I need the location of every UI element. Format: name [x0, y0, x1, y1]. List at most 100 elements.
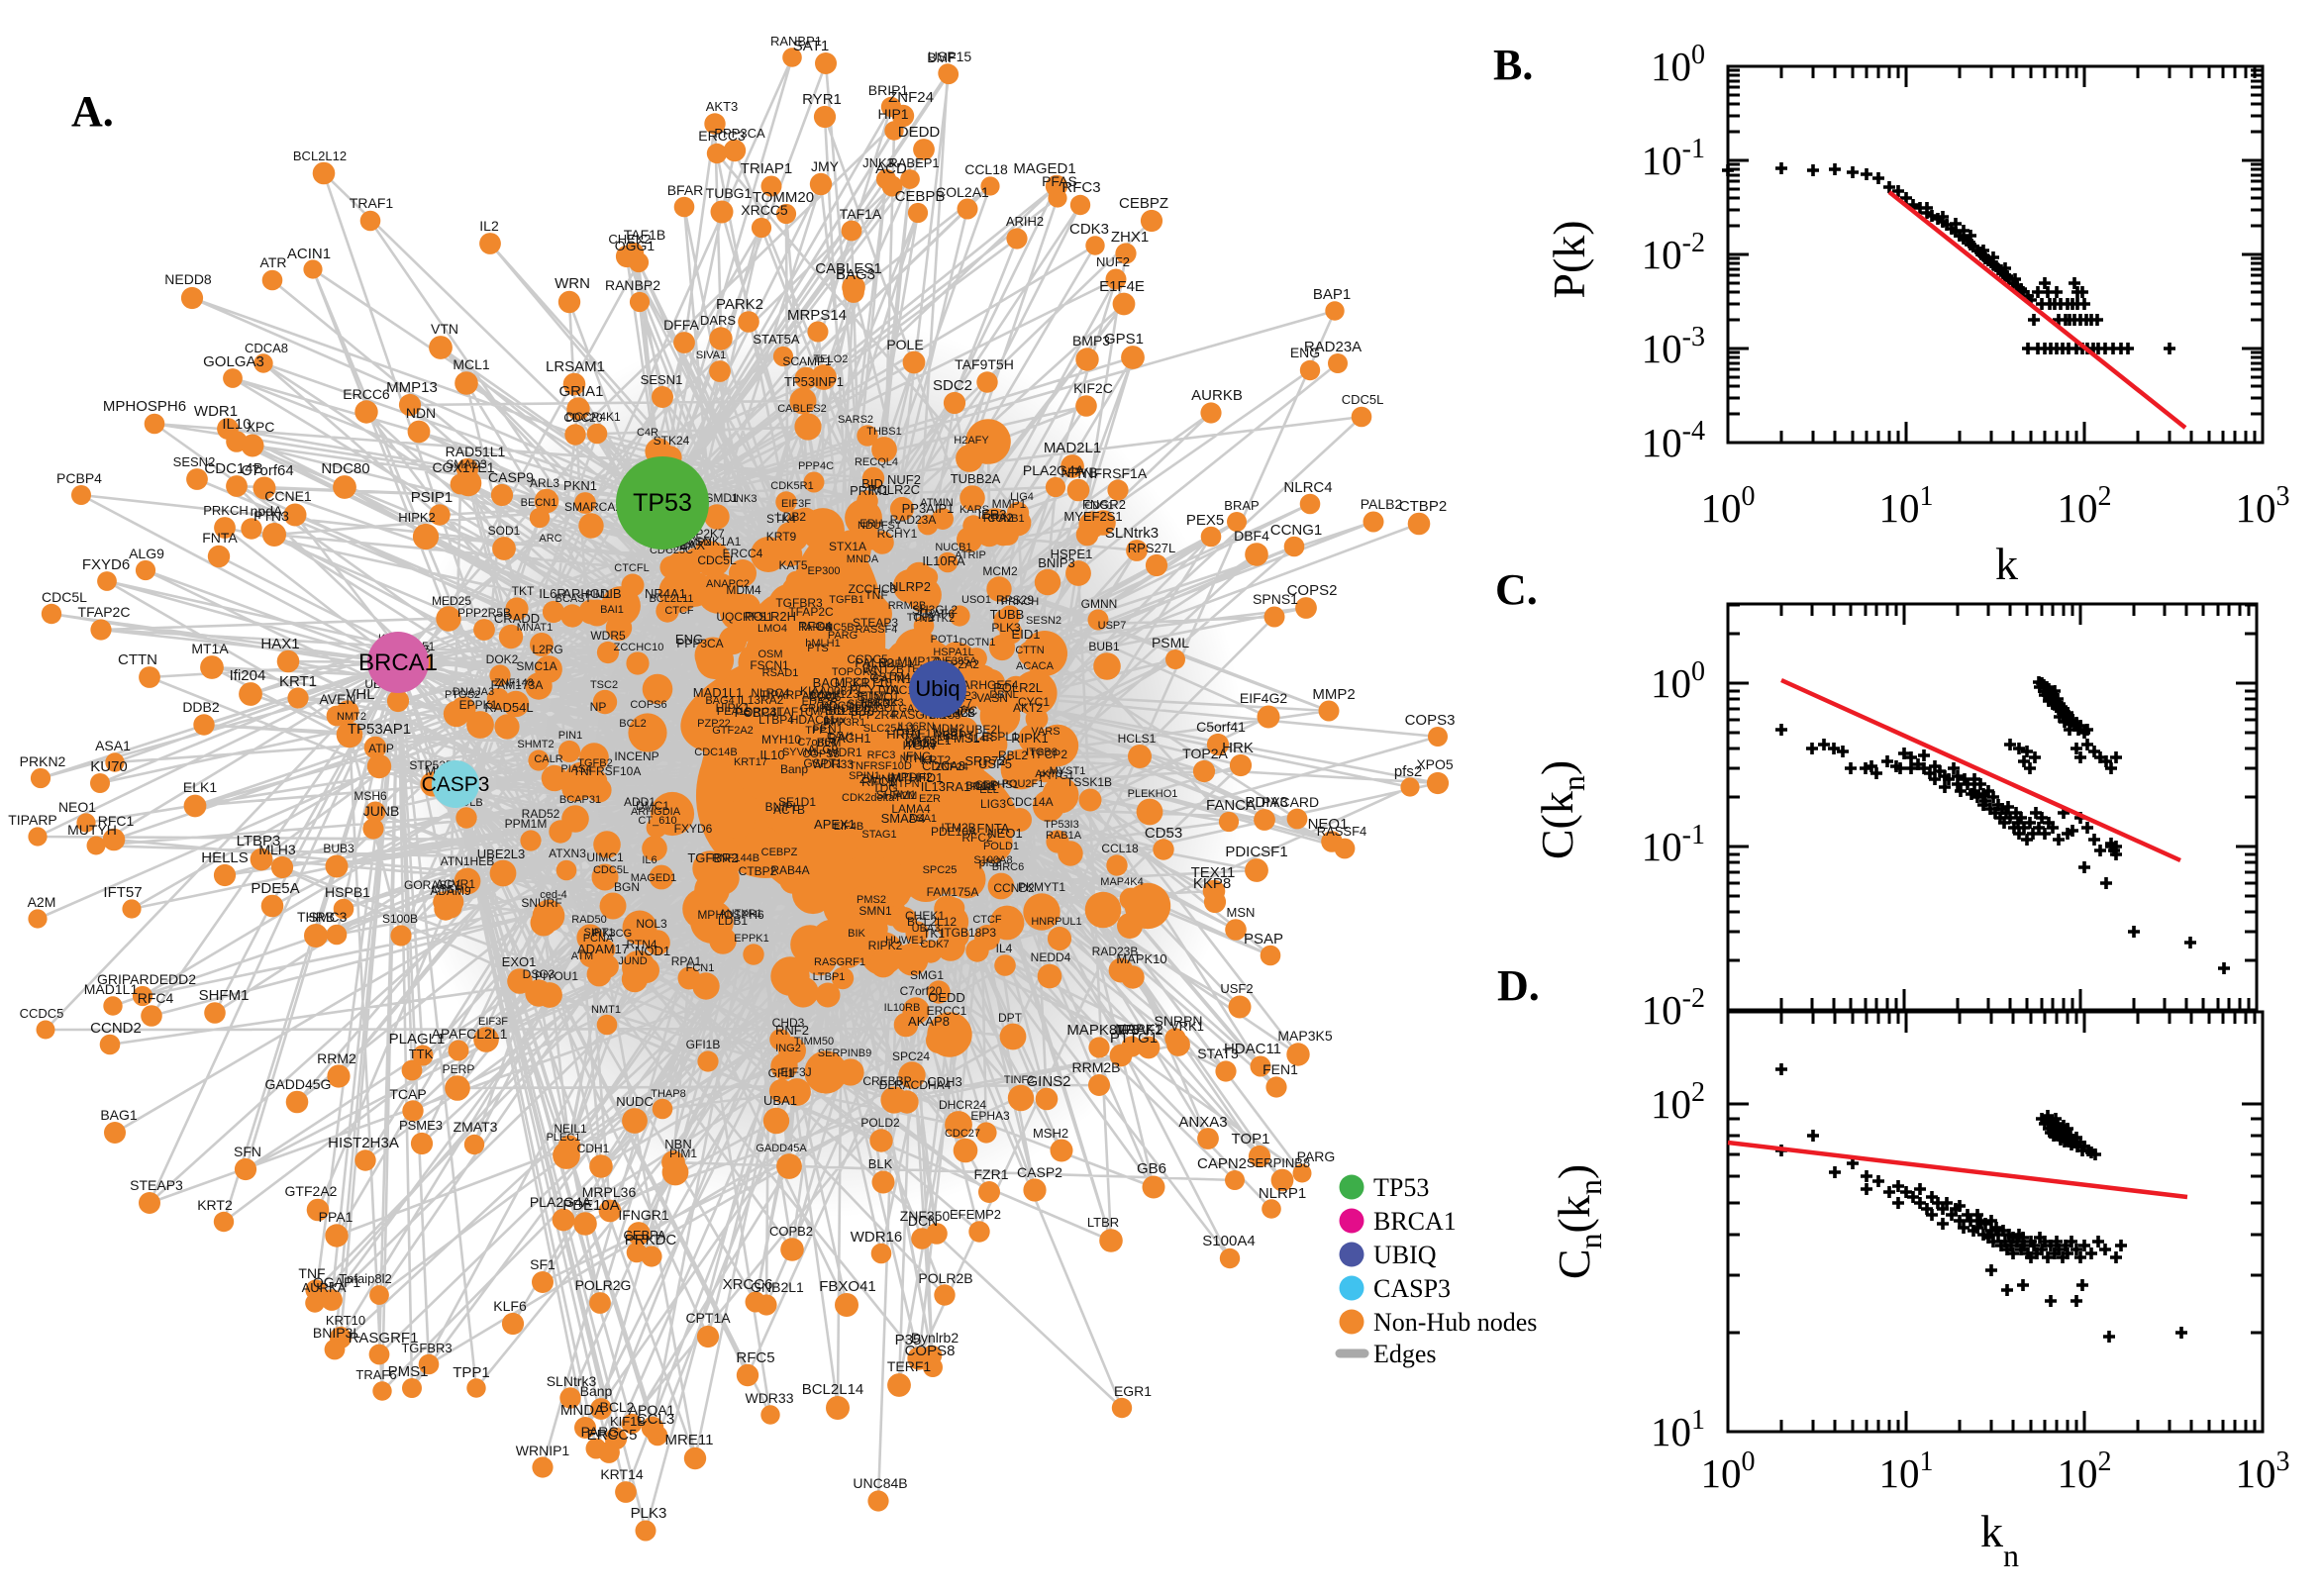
- svg-text:HCLS1: HCLS1: [1118, 732, 1157, 746]
- svg-text:PARK2: PARK2: [716, 296, 763, 313]
- svg-text:IL6: IL6: [642, 854, 656, 866]
- svg-text:OGG1: OGG1: [615, 238, 656, 253]
- svg-text:TRAF2: TRAF2: [1116, 1022, 1163, 1039]
- svg-text:GFI1B: GFI1B: [686, 1038, 721, 1051]
- svg-text:RFC5: RFC5: [736, 1349, 774, 1366]
- svg-text:PPP4C: PPP4C: [798, 460, 834, 472]
- svg-text:ANTXR1: ANTXR1: [719, 908, 761, 920]
- svg-text:CCND2: CCND2: [90, 1020, 142, 1037]
- svg-text:TELO2: TELO2: [814, 353, 849, 365]
- svg-text:BCL2L14: BCL2L14: [802, 1381, 864, 1398]
- svg-text:ERCC4: ERCC4: [723, 547, 763, 560]
- svg-text:VARS: VARS: [1031, 726, 1060, 738]
- svg-text:TTK: TTK: [409, 1047, 434, 1061]
- svg-text:AKT2: AKT2: [1013, 701, 1043, 715]
- svg-text:CDC27: CDC27: [945, 1128, 980, 1140]
- svg-text:RAB1A: RAB1A: [1046, 830, 1082, 842]
- svg-text:SPC24: SPC24: [892, 1049, 930, 1063]
- svg-text:STEAP3: STEAP3: [130, 1177, 183, 1193]
- svg-text:SESN2: SESN2: [1026, 615, 1061, 627]
- svg-text:CASP3: CASP3: [422, 773, 490, 796]
- svg-text:CDK2deltaT: CDK2deltaT: [842, 792, 901, 804]
- svg-text:SNURF: SNURF: [521, 896, 561, 910]
- svg-text:UNC5B: UNC5B: [817, 622, 854, 634]
- svg-text:PKN1: PKN1: [563, 478, 597, 493]
- svg-text:TRAF6: TRAF6: [917, 607, 955, 621]
- svg-text:BAG3: BAG3: [836, 266, 875, 283]
- svg-text:BCL2L11: BCL2L11: [649, 593, 693, 605]
- svg-text:USF2: USF2: [1220, 981, 1253, 996]
- svg-text:CAPN2: CAPN2: [1197, 1155, 1247, 1172]
- svg-text:PLA2G4A: PLA2G4A: [1023, 462, 1085, 478]
- svg-text:FNGR2: FNGR2: [1082, 497, 1126, 512]
- svg-text:ERCC5: ERCC5: [587, 1427, 638, 1444]
- svg-text:PRIM1: PRIM1: [850, 483, 889, 498]
- svg-text:MAGED1: MAGED1: [631, 872, 676, 884]
- svg-text:TNF: TNF: [298, 1265, 325, 1281]
- svg-text:NTHL1: NTHL1: [900, 753, 935, 765]
- svg-text:PP3AIP1: PP3AIP1: [902, 501, 955, 516]
- svg-text:PMS1: PMS1: [945, 731, 979, 746]
- svg-text:CDK3: CDK3: [1069, 221, 1109, 238]
- svg-text:A2M: A2M: [28, 894, 56, 910]
- svg-text:SERPINB8: SERPINB8: [1247, 1155, 1310, 1170]
- svg-text:TFAP2C: TFAP2C: [788, 605, 834, 619]
- svg-text:ARHGDIA: ARHGDIA: [631, 806, 681, 818]
- svg-text:ARC: ARC: [539, 533, 561, 545]
- svg-text:ATM: ATM: [571, 950, 593, 962]
- svg-text:APOA1: APOA1: [629, 1402, 675, 1418]
- svg-text:DDB1: DDB1: [905, 736, 937, 749]
- svg-text:LTBR: LTBR: [1087, 1215, 1119, 1230]
- svg-text:ABCB1: ABCB1: [802, 690, 838, 702]
- svg-text:CT_610: CT_610: [638, 815, 676, 827]
- svg-text:ZNF350: ZNF350: [900, 1208, 951, 1224]
- svg-text:EID1: EID1: [1012, 627, 1041, 642]
- svg-text:HELLS: HELLS: [201, 849, 249, 866]
- svg-text:NLRP1: NLRP1: [1259, 1185, 1306, 1202]
- svg-text:TGFBR3: TGFBR3: [775, 596, 823, 610]
- svg-text:TAF9T5H: TAF9T5H: [955, 356, 1014, 372]
- svg-text:BECN1: BECN1: [521, 497, 557, 509]
- svg-text:C5orf41: C5orf41: [1196, 719, 1246, 735]
- svg-text:MTHFD1: MTHFD1: [891, 770, 944, 785]
- svg-text:ZHX1: ZHX1: [1111, 229, 1149, 246]
- svg-text:GADD45G: GADD45G: [265, 1076, 332, 1092]
- svg-text:KRT9: KRT9: [766, 530, 797, 544]
- svg-text:FANCA: FANCA: [1206, 797, 1256, 814]
- svg-text:S100A4: S100A4: [1202, 1233, 1255, 1249]
- svg-text:MNDA: MNDA: [560, 1402, 604, 1419]
- svg-text:CTBP2: CTBP2: [739, 864, 777, 878]
- svg-text:PTS: PTS: [807, 643, 828, 654]
- svg-text:ITM2B: ITM2B: [941, 821, 975, 835]
- svg-text:RFC3: RFC3: [1061, 179, 1100, 196]
- svg-text:POLD2: POLD2: [860, 1116, 900, 1130]
- svg-text:MAGED1: MAGED1: [1013, 160, 1075, 177]
- svg-text:EPPK1: EPPK1: [459, 698, 498, 712]
- svg-text:TRIAP1: TRIAP1: [741, 160, 793, 177]
- svg-text:C1orf123: C1orf123: [810, 687, 859, 701]
- svg-text:SERPINB9: SERPINB9: [818, 1047, 871, 1059]
- svg-text:COPS8: COPS8: [905, 1343, 956, 1359]
- svg-text:ACVR1: ACVR1: [436, 877, 475, 891]
- svg-text:JUND: JUND: [618, 955, 647, 967]
- svg-text:ZMAT3: ZMAT3: [454, 1119, 498, 1135]
- svg-text:PIM1: PIM1: [669, 1147, 697, 1160]
- svg-text:KIF2C: KIF2C: [1073, 380, 1113, 396]
- svg-text:PSML: PSML: [1152, 635, 1189, 650]
- svg-text:GTSE1: GTSE1: [912, 734, 952, 748]
- svg-text:INCENP: INCENP: [614, 749, 658, 763]
- svg-text:C4R: C4R: [637, 427, 658, 439]
- svg-text:AURKB: AURKB: [1191, 387, 1243, 404]
- svg-text:TRAF6: TRAF6: [355, 1367, 396, 1382]
- svg-text:PEA15: PEA15: [717, 706, 751, 718]
- svg-text:DPT: DPT: [998, 1011, 1023, 1025]
- svg-text:RASSF4: RASSF4: [856, 624, 898, 636]
- svg-text:PRKN2: PRKN2: [860, 697, 897, 709]
- svg-text:ACD: ACD: [875, 160, 907, 177]
- svg-text:CDC14A: CDC14A: [1006, 795, 1053, 809]
- svg-text:PRKCH: PRKCH: [203, 503, 249, 518]
- svg-text:PPP3CA: PPP3CA: [676, 637, 723, 650]
- svg-text:HIST2H3A: HIST2H3A: [328, 1135, 399, 1151]
- svg-text:FAM173A: FAM173A: [491, 678, 544, 692]
- svg-text:CDC5L: CDC5L: [42, 589, 87, 605]
